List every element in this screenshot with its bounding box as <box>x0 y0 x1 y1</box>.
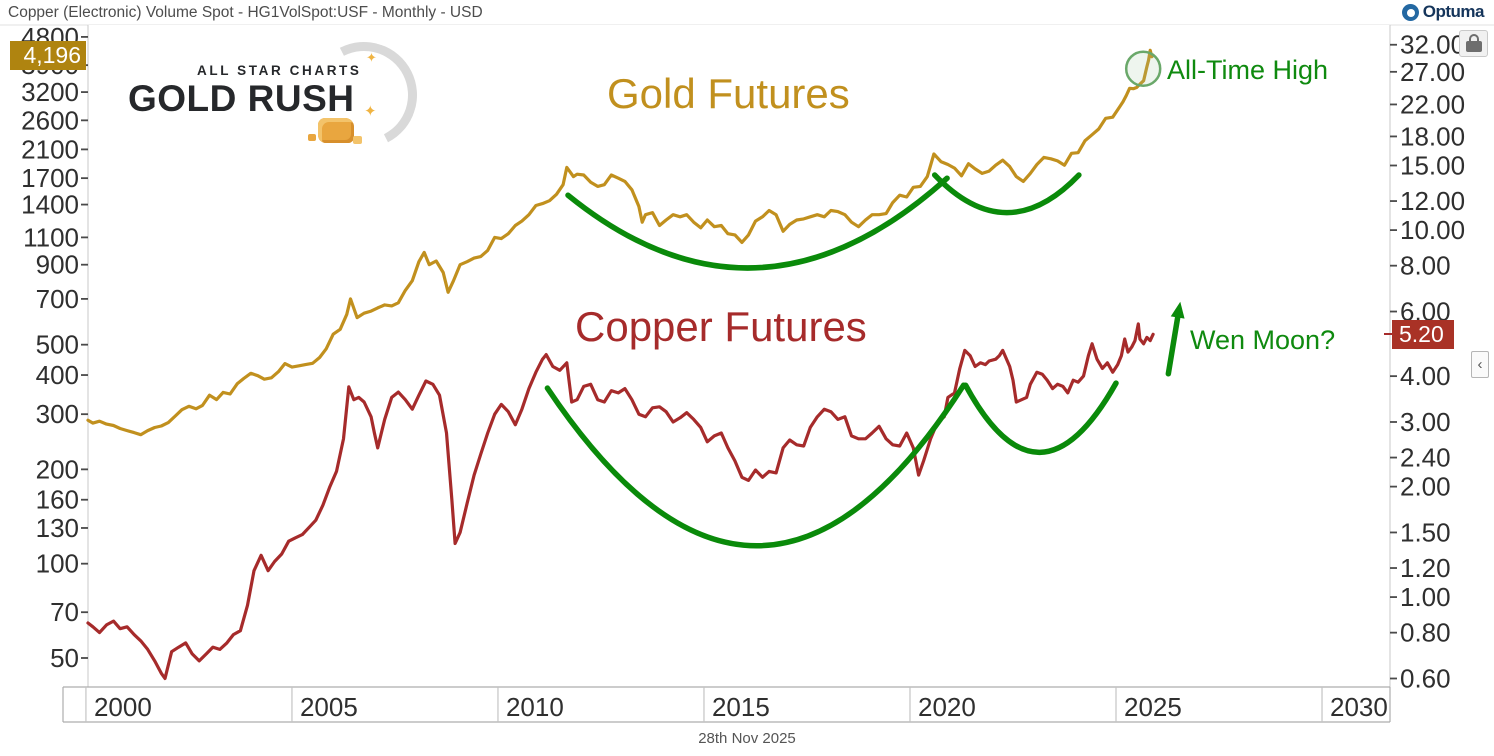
left-axis-tick-label: 1400 <box>21 190 79 220</box>
left-axis-tick-label: 200 <box>36 454 79 484</box>
right-axis-tick-label: 22.00 <box>1400 89 1465 119</box>
right-axis-tick-label: 4.00 <box>1400 361 1451 391</box>
left-axis-tick-label: 130 <box>36 513 79 543</box>
svg-text:4,196: 4,196 <box>23 42 81 68</box>
right-axis-tick-label: 1.50 <box>1400 517 1451 547</box>
year-label: 2020 <box>918 692 976 722</box>
gold-series-line[interactable] <box>86 48 1155 437</box>
left-axis-tick-label: 50 <box>50 643 79 673</box>
right-axis-tick-label: 1.00 <box>1400 582 1451 612</box>
all-time-high-annotation[interactable]: All-Time High <box>1124 50 1328 87</box>
right-axis-tick-label: 27.00 <box>1400 57 1465 87</box>
left-axis-tick-label: 100 <box>36 549 79 579</box>
cup-drawing[interactable] <box>544 382 967 549</box>
copper-series-title[interactable]: Copper Futures <box>575 303 867 350</box>
watermark-line1: ALL STAR CHARTS <box>197 63 362 78</box>
left-price-axis[interactable]: 4800390032002600210017001400110090070050… <box>21 22 88 673</box>
left-axis-tick-label: 300 <box>36 399 79 429</box>
right-axis-tick-label: 3.00 <box>1400 407 1451 437</box>
left-axis-tick-label: 700 <box>36 284 79 314</box>
left-axis-tick-label: 1100 <box>23 222 79 252</box>
left-axis-tick-label: 2100 <box>21 134 79 164</box>
right-axis-tick-label: 18.00 <box>1400 121 1465 151</box>
chevron-left-icon: ‹ <box>1477 356 1483 373</box>
wen-moon-annotation[interactable]: Wen Moon? <box>1165 301 1335 377</box>
cup-and-handle-drawings[interactable] <box>544 172 1119 549</box>
page-title: Copper (Electronic) Volume Spot - HG1Vol… <box>8 4 483 21</box>
right-axis-tick-label: 2.40 <box>1400 443 1451 473</box>
left-axis-tick-label: 3200 <box>21 77 79 107</box>
year-label: 2025 <box>1124 692 1182 722</box>
gold-series-title[interactable]: Gold Futures <box>607 70 850 117</box>
optuma-brand-label: Optuma <box>1422 2 1485 21</box>
axis-lock-button[interactable] <box>1459 30 1488 57</box>
right-axis-tick-label: 10.00 <box>1400 215 1465 245</box>
all-time-high-label[interactable]: All-Time High <box>1167 55 1328 85</box>
right-price-axis[interactable]: 32.0027.0022.0018.0015.0012.0010.008.006… <box>1390 30 1465 694</box>
right-axis-tick-label: 12.00 <box>1400 186 1465 216</box>
year-label: 2005 <box>300 692 358 722</box>
series-layer <box>86 48 1155 681</box>
right-axis-tick-label: 0.80 <box>1400 618 1451 648</box>
cup-drawing[interactable] <box>962 380 1119 455</box>
year-label: 2015 <box>712 692 770 722</box>
right-axis-tick-label: 32.00 <box>1400 30 1465 60</box>
optuma-logo-icon <box>1401 3 1419 21</box>
cup-drawing[interactable] <box>565 175 950 271</box>
right-axis-tick-label: 15.00 <box>1400 150 1465 180</box>
gold-last-price-badge: 4,196 <box>10 41 86 70</box>
time-axis[interactable]: 2000 2005 2010 2015 2020 2025 2030 <box>62 686 1391 723</box>
cup-drawing[interactable] <box>931 172 1082 216</box>
left-axis-tick-label: 900 <box>36 250 79 280</box>
left-axis-tick-label: 400 <box>36 360 79 390</box>
collapse-panel-button[interactable]: ‹ <box>1471 351 1489 378</box>
year-label: 2010 <box>506 692 564 722</box>
right-axis-tick-label: 8.00 <box>1400 251 1451 281</box>
right-axis-tick-label: 0.60 <box>1400 663 1451 693</box>
left-axis-tick-label: 70 <box>50 597 79 627</box>
copper-last-price-badge: 5.20 <box>1384 320 1454 349</box>
watermark-line2: GOLD RUSH <box>128 78 355 119</box>
all-time-high-circle[interactable] <box>1124 50 1162 87</box>
left-axis-tick-label: 500 <box>36 330 79 360</box>
copper-series-line[interactable] <box>86 322 1155 681</box>
year-label: 2000 <box>94 692 152 722</box>
left-axis-tick-label: 1700 <box>21 163 79 193</box>
wen-moon-label[interactable]: Wen Moon? <box>1190 325 1335 355</box>
optuma-logo: Optuma <box>1401 2 1485 22</box>
year-label: 2030 <box>1330 692 1388 722</box>
sparkle-icon: ✦ <box>366 50 377 65</box>
right-axis-tick-label: 1.20 <box>1400 553 1451 583</box>
left-axis-tick-label: 160 <box>36 485 79 515</box>
lock-icon <box>1469 34 1479 43</box>
left-axis-tick-label: 2600 <box>21 105 79 135</box>
gold-nugget-icon <box>308 118 362 144</box>
up-arrow-icon[interactable] <box>1165 307 1182 377</box>
all-star-charts-gold-rush-watermark: ALL STAR CHARTS GOLD RUSH ✦ ✦ <box>128 28 431 178</box>
chart-date: 28th Nov 2025 <box>698 730 796 747</box>
up-arrow-head-icon <box>1170 301 1185 319</box>
right-axis-tick-label: 2.00 <box>1400 472 1451 502</box>
sparkle-icon: ✦ <box>364 103 377 120</box>
svg-text:5.20: 5.20 <box>1399 321 1444 347</box>
